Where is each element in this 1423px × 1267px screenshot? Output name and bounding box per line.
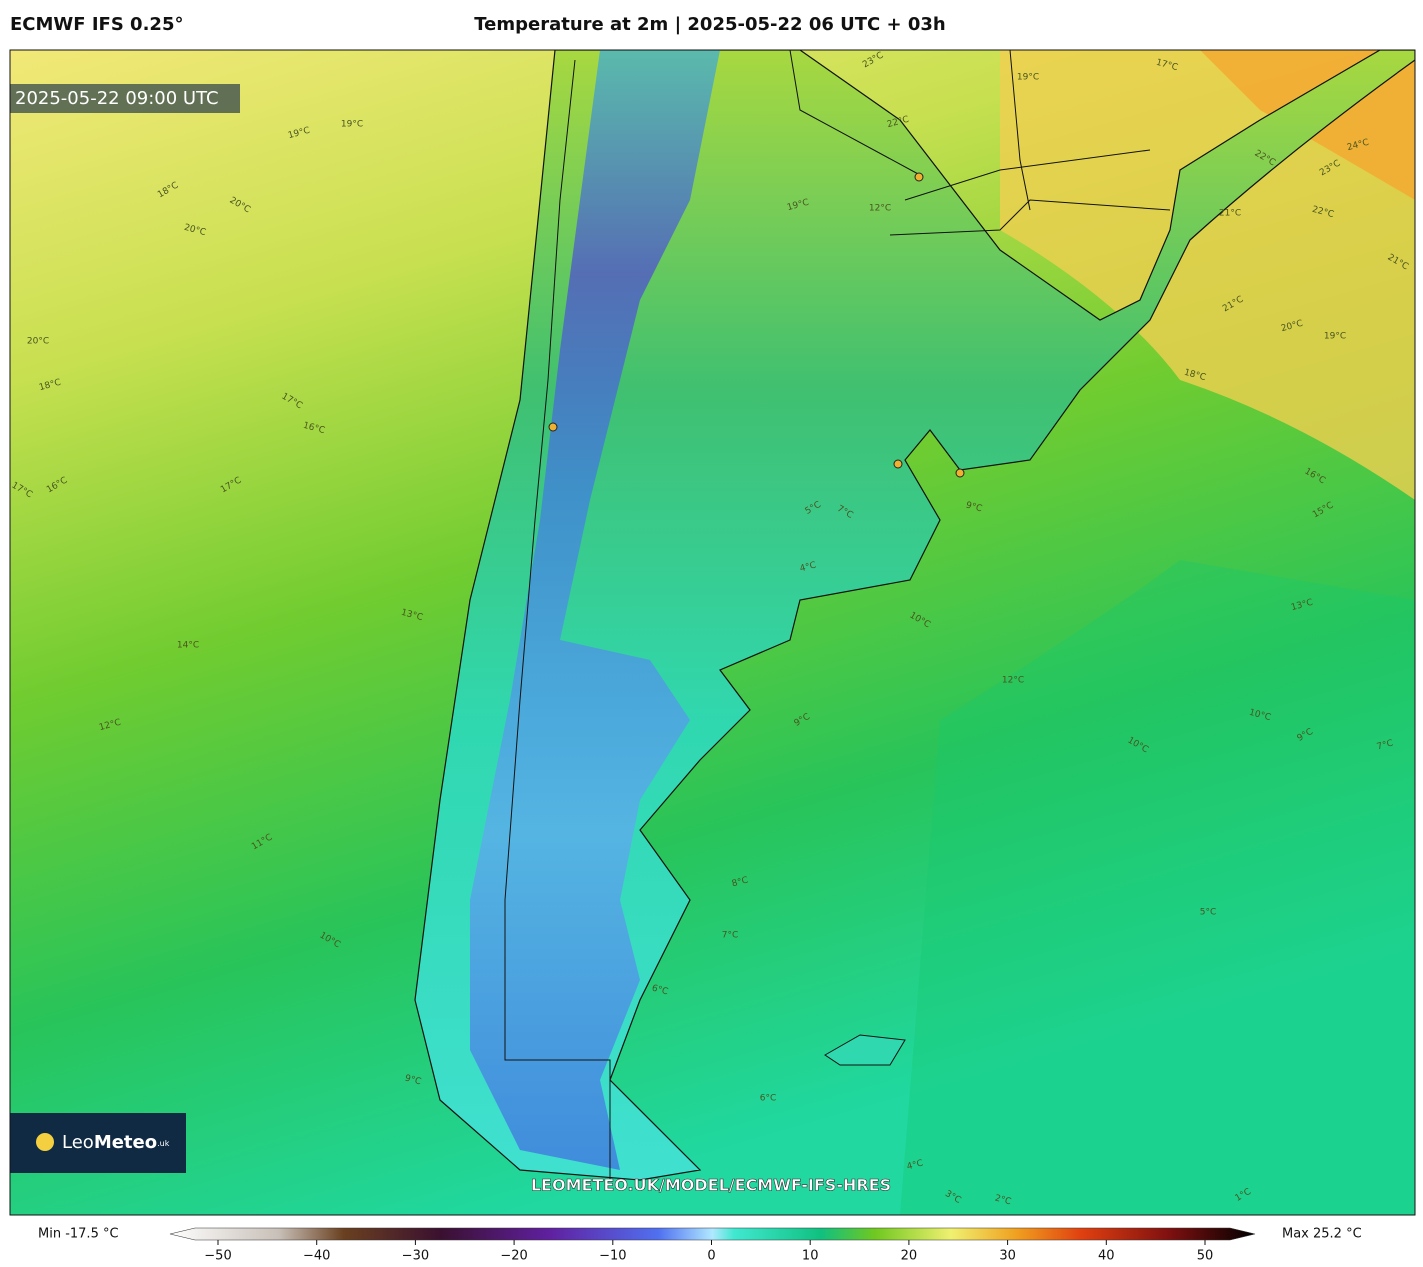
map-title: Temperature at 2m | 2025-05-22 06 UTC + … [474, 14, 945, 35]
city-marker [955, 468, 965, 478]
colorbar-tick-label: −10 [599, 1249, 626, 1264]
colorbar-tick-label: −20 [500, 1249, 527, 1264]
contour-label: 5°C [1200, 908, 1217, 918]
min-label: Min -17.5 °C [38, 1227, 119, 1242]
warm-zone [1000, 50, 1415, 500]
colorbar-tick-label: 10 [802, 1249, 819, 1264]
landmass [414, 50, 1415, 1181]
contour-label: 7°C [722, 931, 739, 941]
colorbar-tick-label: 0 [707, 1249, 715, 1264]
contour-label: 7°C [1376, 739, 1395, 753]
colorbar-ticks: −50 −40 −30 −20 −10 0 10 20 30 40 50 [204, 1240, 1214, 1264]
watermark: LEOMETEO.UK/MODEL/ECMWF-IFS-HRES [531, 1176, 891, 1195]
colorbar-tick-label: 30 [999, 1249, 1016, 1264]
colorbar-tick-label: −30 [402, 1249, 429, 1264]
contour-label: 14°C [177, 641, 199, 651]
contour-label: 19°C [341, 120, 363, 130]
falklands [824, 1034, 906, 1066]
cool-sea [900, 560, 1415, 1215]
contour-label: 6°C [760, 1094, 777, 1104]
contour-label: 21°C [1219, 209, 1241, 219]
contour-label: 4°C [799, 561, 818, 575]
contour-label: 6°C [651, 984, 670, 998]
contour-label: 19°C [1017, 73, 1039, 83]
city-marker [914, 172, 924, 182]
contour-label: 19°C [1324, 332, 1346, 342]
contour-label: 2°C [994, 1194, 1013, 1208]
colorbar [169, 1227, 1256, 1241]
logo-suffix: .uk [157, 1139, 170, 1148]
contour-label: 9°C [965, 501, 984, 515]
contour-label: 9°C [404, 1074, 423, 1088]
city-marker [548, 422, 558, 432]
logo-leo: Leo [62, 1132, 94, 1153]
contour-label: 4°C [906, 1159, 925, 1173]
contour-label: 12°C [1002, 676, 1024, 686]
logo-sun [36, 1133, 54, 1151]
logo-text: LeoMeteo.uk [62, 1132, 170, 1153]
border [789, 50, 1171, 236]
colorbar-tick-label: 50 [1197, 1249, 1214, 1264]
max-label: Max 25.2 °C [1282, 1227, 1362, 1242]
andes-cold [470, 50, 720, 1170]
colorbar-tick-label: −40 [303, 1249, 330, 1264]
contour-label: 12°C [869, 204, 891, 214]
time-box [10, 84, 240, 113]
colorbar-tick-label: 20 [901, 1249, 918, 1264]
map-area: 23°C22°C19°C17°C22°C23°C24°C21°C 22°C21°C… [10, 50, 1415, 1215]
border [504, 59, 611, 1180]
contour-label: 20°C [27, 337, 49, 347]
colorbar-tick-label: −50 [204, 1249, 231, 1264]
colorbar-tick-label: 40 [1098, 1249, 1115, 1264]
contour-label: 8°C [731, 876, 750, 890]
model-name: ECMWF IFS 0.25° [10, 14, 183, 35]
logo-meteo: Meteo [94, 1132, 157, 1153]
valid-time: 2025-05-22 09:00 UTC [15, 88, 219, 109]
city-marker [893, 459, 903, 469]
map-frame [9, 49, 1416, 1216]
